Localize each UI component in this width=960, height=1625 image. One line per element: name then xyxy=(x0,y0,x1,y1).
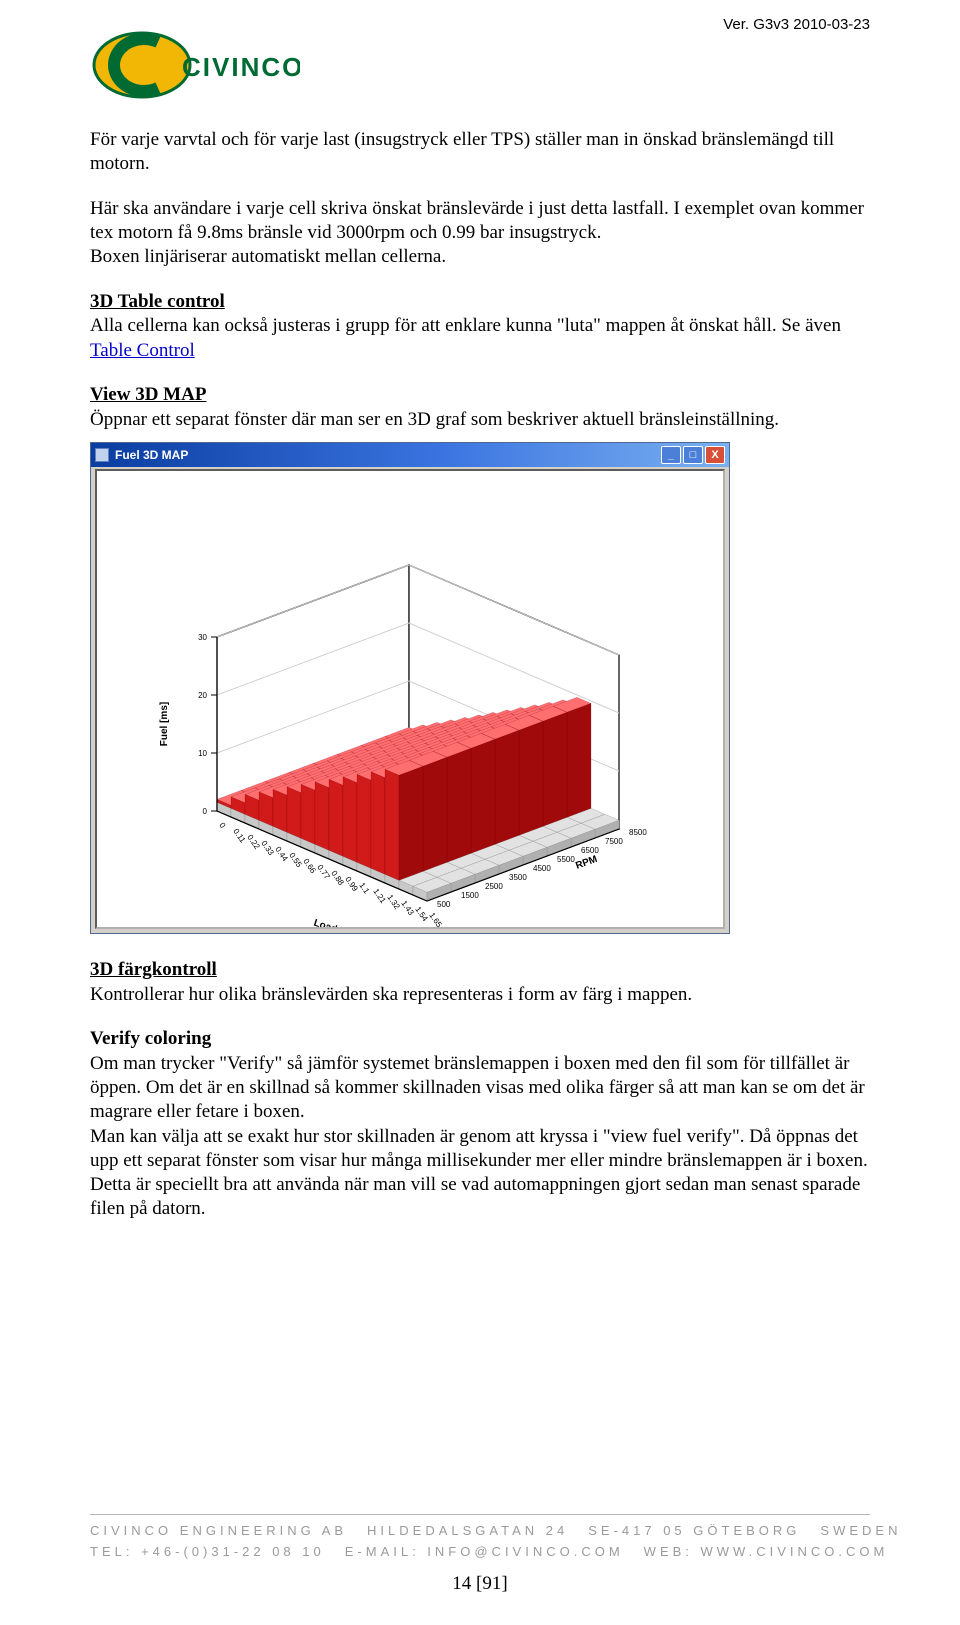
version-text: Ver. G3v3 2010-03-23 xyxy=(723,16,870,33)
heading-3d-table: 3D Table control xyxy=(90,290,870,315)
footer-row-2: TEL: +46-(0)31-22 08 10 E-MAIL: INFO@CIV… xyxy=(90,1544,870,1559)
svg-text:10: 10 xyxy=(198,749,207,758)
svg-text:1.21: 1.21 xyxy=(371,887,388,905)
footer: CIVINCO ENGINEERING AB HILDEDALSGATAN 24… xyxy=(90,1514,870,1595)
svg-text:0.66: 0.66 xyxy=(301,857,318,875)
paragraph-7: Om man trycker "Verify" så jämför system… xyxy=(90,1053,865,1123)
section-verify: Verify coloring Om man trycker "Verify" … xyxy=(90,1027,870,1125)
page-content: CIVINCO För varje varvtal och för varje … xyxy=(0,0,960,1222)
svg-text:0.22: 0.22 xyxy=(245,833,262,851)
svg-text:3500: 3500 xyxy=(509,873,527,882)
svg-text:500: 500 xyxy=(437,900,451,909)
maximize-button[interactable]: □ xyxy=(683,446,703,464)
svg-text:1.32: 1.32 xyxy=(385,893,402,911)
section-3d-color: 3D färgkontroll Kontrollerar hur olika b… xyxy=(90,958,870,1007)
svg-text:1.1: 1.1 xyxy=(357,881,371,896)
logo: CIVINCO xyxy=(90,30,870,100)
heading-verify: Verify coloring xyxy=(90,1027,870,1052)
section-view-3d-map: View 3D MAP Öppnar ett separat fönster d… xyxy=(90,383,870,432)
svg-text:0.11: 0.11 xyxy=(231,827,247,845)
svg-text:0.55: 0.55 xyxy=(287,851,304,869)
svg-text:RPM: RPM xyxy=(574,854,599,872)
window-title: Fuel 3D MAP xyxy=(115,448,188,462)
page-number: 14 [91] xyxy=(90,1573,870,1595)
paragraph-2: Här ska användare i varje cell skriva ön… xyxy=(90,197,870,246)
paragraph-4a: Alla cellerna kan också justeras i grupp… xyxy=(90,315,841,336)
paragraph-1: För varje varvtal och för varje last (in… xyxy=(90,128,870,177)
svg-text:5500: 5500 xyxy=(557,855,575,864)
chart-3d-canvas: 0 10 20 30 Fuel [ms] 0 0.110.220.330.440.550.6… xyxy=(95,469,725,929)
svg-text:0.99: 0.99 xyxy=(343,875,360,893)
window-icon xyxy=(95,448,109,462)
section-3d-table: 3D Table control Alla cellerna kan också… xyxy=(90,290,870,363)
svg-text:CIVINCO: CIVINCO xyxy=(182,52,300,82)
svg-text:1500: 1500 xyxy=(461,891,479,900)
svg-text:0.77: 0.77 xyxy=(315,863,332,881)
heading-view-3d-map: View 3D MAP xyxy=(90,383,870,408)
paragraph-5: Öppnar ett separat fönster där man ser e… xyxy=(90,409,779,430)
svg-text:1.65: 1.65 xyxy=(427,911,444,927)
svg-text:Fuel [ms]: Fuel [ms] xyxy=(159,702,170,746)
svg-text:0.88: 0.88 xyxy=(329,869,346,887)
paragraph-3: Boxen linjäriserar automatiskt mellan ce… xyxy=(90,245,870,269)
window-titlebar[interactable]: Fuel 3D MAP _ □ X xyxy=(91,443,729,467)
svg-text:2500: 2500 xyxy=(485,882,503,891)
svg-text:1.54: 1.54 xyxy=(413,905,430,923)
minimize-button[interactable]: _ xyxy=(661,446,681,464)
svg-text:0.44: 0.44 xyxy=(273,845,290,863)
svg-text:20: 20 xyxy=(198,691,207,700)
fuel-3d-map-window: Fuel 3D MAP _ □ X 0102030Fuel [ms]00.110… xyxy=(90,442,730,934)
svg-text:6500: 6500 xyxy=(581,846,599,855)
paragraph-8: Man kan välja att se exakt hur stor skil… xyxy=(90,1125,870,1222)
svg-text:Load [%]: Load [%] xyxy=(312,918,356,927)
svg-text:0: 0 xyxy=(217,821,227,830)
svg-text:7500: 7500 xyxy=(605,837,623,846)
svg-text:8500: 8500 xyxy=(629,828,647,837)
svg-text:4500: 4500 xyxy=(533,864,551,873)
footer-row-1: CIVINCO ENGINEERING AB HILDEDALSGATAN 24… xyxy=(90,1523,870,1538)
svg-text:1.43: 1.43 xyxy=(399,899,416,917)
close-button[interactable]: X xyxy=(705,446,725,464)
svg-text:0: 0 xyxy=(203,807,208,816)
paragraph-6: Kontrollerar hur olika bränslevärden ska… xyxy=(90,984,692,1005)
heading-3d-color: 3D färgkontroll xyxy=(90,958,870,983)
svg-text:0.33: 0.33 xyxy=(259,839,276,857)
link-table-control[interactable]: Table Control xyxy=(90,340,195,361)
svg-text:30: 30 xyxy=(198,633,207,642)
